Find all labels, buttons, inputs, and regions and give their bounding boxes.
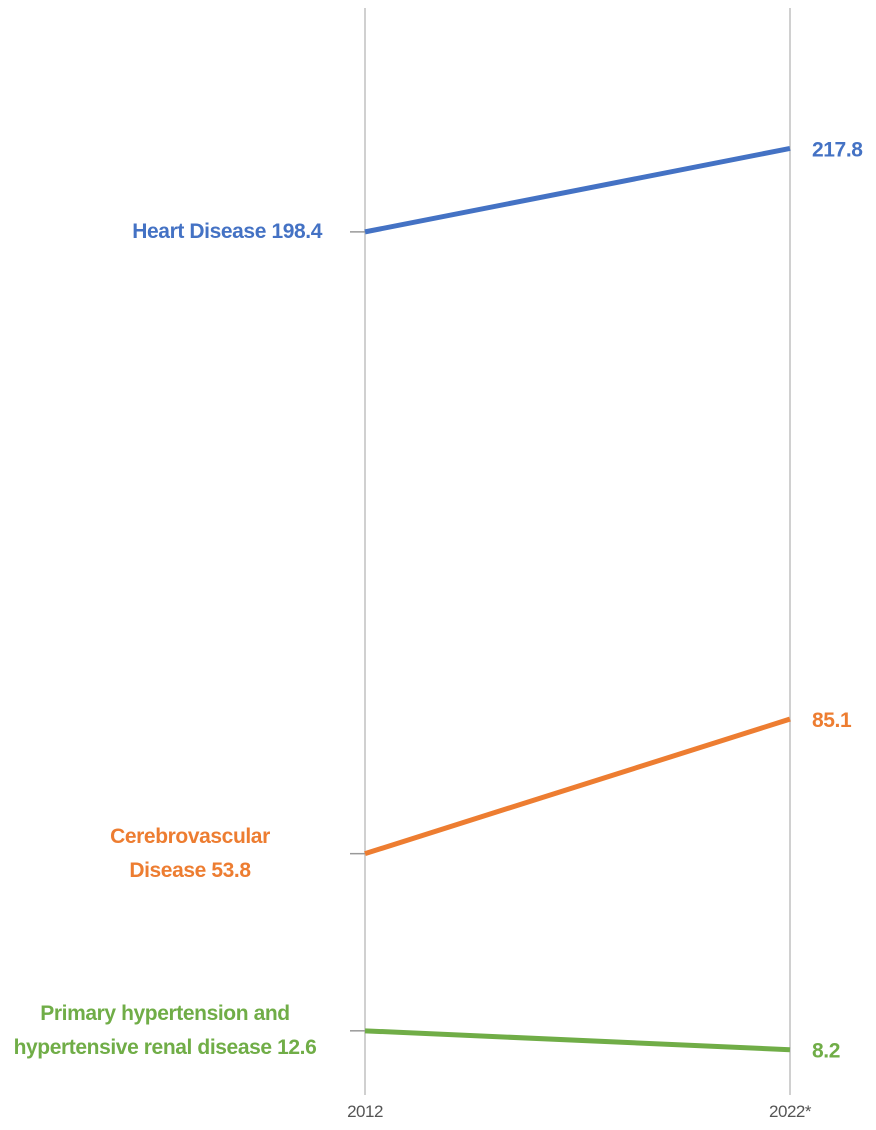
series-name: Cerebrovascular Disease xyxy=(110,824,270,882)
x-tick-label: 2012 xyxy=(347,1102,383,1121)
series-name: Heart Disease xyxy=(132,219,266,243)
series-name: Primary hypertension and hypertensive re… xyxy=(13,1001,291,1059)
x-tick-label: 2022* xyxy=(769,1102,812,1121)
series-label: Cerebrovascular Disease 53.8 xyxy=(100,820,280,888)
series-line xyxy=(364,716,791,857)
value-label: 12.6 xyxy=(277,1035,317,1059)
series-label: Heart Disease 198.4 xyxy=(0,215,322,249)
value-label: 85.1 xyxy=(812,709,852,732)
series-line xyxy=(364,146,791,235)
series-line xyxy=(364,1028,791,1053)
series-label: Primary hypertension and hypertensive re… xyxy=(10,997,320,1065)
value-label: 198.4 xyxy=(271,219,322,243)
value-label: 8.2 xyxy=(812,1040,840,1063)
value-label: 217.8 xyxy=(812,138,863,161)
value-label: 53.8 xyxy=(211,858,251,882)
